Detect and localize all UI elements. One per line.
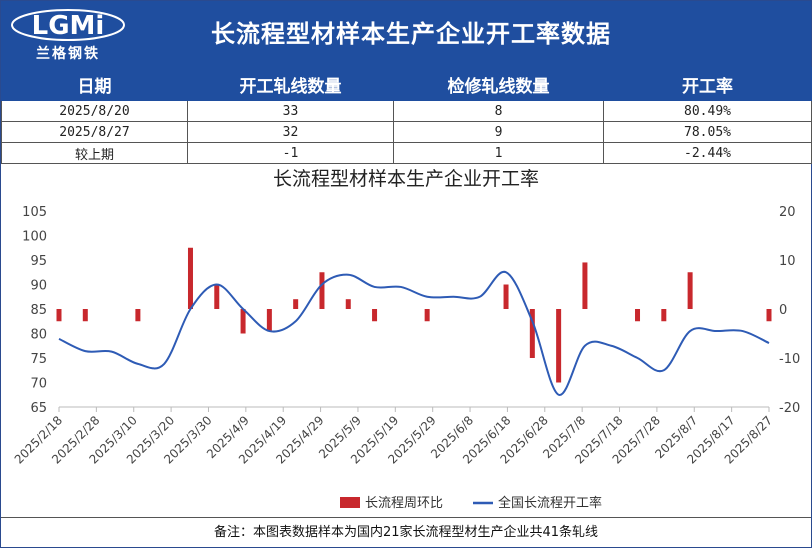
table-cell: 较上期 <box>1 142 188 164</box>
y-right-tick-label: 10 <box>779 254 796 269</box>
table-row: 较上期 -1 1 -2.44% <box>1 142 812 164</box>
bar-mark <box>661 309 667 322</box>
bar-mark <box>240 309 246 334</box>
page-title: 长流程型材样本生产企业开工率数据 <box>211 20 611 48</box>
table-cell: 9 <box>393 121 604 143</box>
y-left-tick-label: 95 <box>30 254 47 269</box>
bar-series <box>56 247 772 383</box>
table-row: 2025/8/27 32 9 78.05% <box>1 121 812 143</box>
chart-legend: 长流程周环比 全国长流程开工率 <box>340 495 602 511</box>
table-cell: -1 <box>187 142 394 164</box>
x-axis-ticks: 2025/2/182025/2/282025/3/102025/3/202025… <box>12 407 775 467</box>
y-right-tick-label: 0 <box>779 303 787 318</box>
logo-text: 兰格钢铁 <box>36 46 100 62</box>
y-left-tick-label: 80 <box>30 328 47 343</box>
legend-bar-label: 长流程周环比 <box>365 496 443 511</box>
logo-mark-text: LGMi <box>32 11 105 41</box>
y-left-tick-label: 85 <box>30 303 47 318</box>
y-left-tick-label: 105 <box>22 205 47 220</box>
chart-axes: 65 70 75 80 85 90 95 100 105 -20 -10 0 10 20 <box>22 205 800 416</box>
bar-mark <box>214 284 220 309</box>
header-banner: LGMi 兰格钢铁 长流程型材样本生产企业开工率数据 <box>1 1 811 67</box>
column-header-date: 日期 <box>1 67 188 101</box>
y-right-tick-label: 20 <box>779 205 796 220</box>
bar-mark <box>82 309 88 322</box>
bar-mark <box>503 284 509 309</box>
bar-mark <box>135 309 141 322</box>
bar-mark <box>56 309 62 322</box>
y-left-tick-label: 70 <box>30 377 47 392</box>
y-left-tick-label: 75 <box>30 352 47 367</box>
bar-mark <box>766 309 772 322</box>
utilization-chart: 长流程型材样本生产企业开工率 65707580859095100105-20-1… <box>12 168 801 511</box>
table-cell: 1 <box>393 142 604 164</box>
table-cell: 8 <box>393 100 604 122</box>
bar-mark <box>266 309 272 332</box>
company-logo: LGMi 兰格钢铁 <box>9 7 127 63</box>
table-cell: 33 <box>187 100 394 122</box>
bar-mark <box>424 309 430 322</box>
table-cell: 2025/8/20 <box>1 100 188 122</box>
column-header-maintenance-lines: 检修轧线数量 <box>393 67 604 101</box>
y-right-tick-label: -10 <box>779 352 800 367</box>
table-header-row: 日期 开工轧线数量 检修轧线数量 开工率 <box>1 67 812 101</box>
legend-bar-swatch <box>340 497 360 508</box>
y-right-tick-label: -20 <box>779 401 800 416</box>
legend-line-label: 全国长流程开工率 <box>498 495 602 511</box>
bar-mark <box>556 309 562 383</box>
table-cell: 2025/8/27 <box>1 121 188 143</box>
chart-area: 长流程型材样本生产企业开工率 65 70 75 80 85 90 95 100 105 -20 -1… <box>1 163 811 515</box>
line-series <box>58 270 770 396</box>
bar-mark <box>345 299 351 309</box>
bar-mark <box>529 309 535 358</box>
bar-mark <box>319 272 325 309</box>
bar-mark <box>582 262 588 309</box>
y-left-tick-label: 90 <box>30 279 47 294</box>
line-path <box>58 270 770 396</box>
bar-mark <box>372 309 378 322</box>
bar-mark <box>293 299 299 309</box>
bar-mark <box>187 247 193 309</box>
y-left-tick-label: 65 <box>30 401 47 416</box>
logo-mark-icon: LGMi <box>11 9 125 41</box>
table-cell: 80.49% <box>603 100 812 122</box>
column-header-utilization: 开工率 <box>603 67 812 101</box>
bar-mark <box>635 309 641 322</box>
summary-table: 日期 开工轧线数量 检修轧线数量 开工率 2025/8/20 33 8 80.4… <box>1 67 812 164</box>
footer-note: 备注：本图表数据样本为国内21家长流程型材生产企业共41条轧线 <box>1 517 811 548</box>
column-header-running-lines: 开工轧线数量 <box>187 67 394 101</box>
bar-mark <box>687 272 693 309</box>
table-cell: 32 <box>187 121 394 143</box>
table-cell: 78.05% <box>603 121 812 143</box>
table-row: 2025/8/20 33 8 80.49% <box>1 100 812 122</box>
y-left-tick-label: 100 <box>22 230 47 245</box>
table-cell: -2.44% <box>603 142 812 164</box>
chart-title: 长流程型材样本生产企业开工率 <box>273 168 539 190</box>
